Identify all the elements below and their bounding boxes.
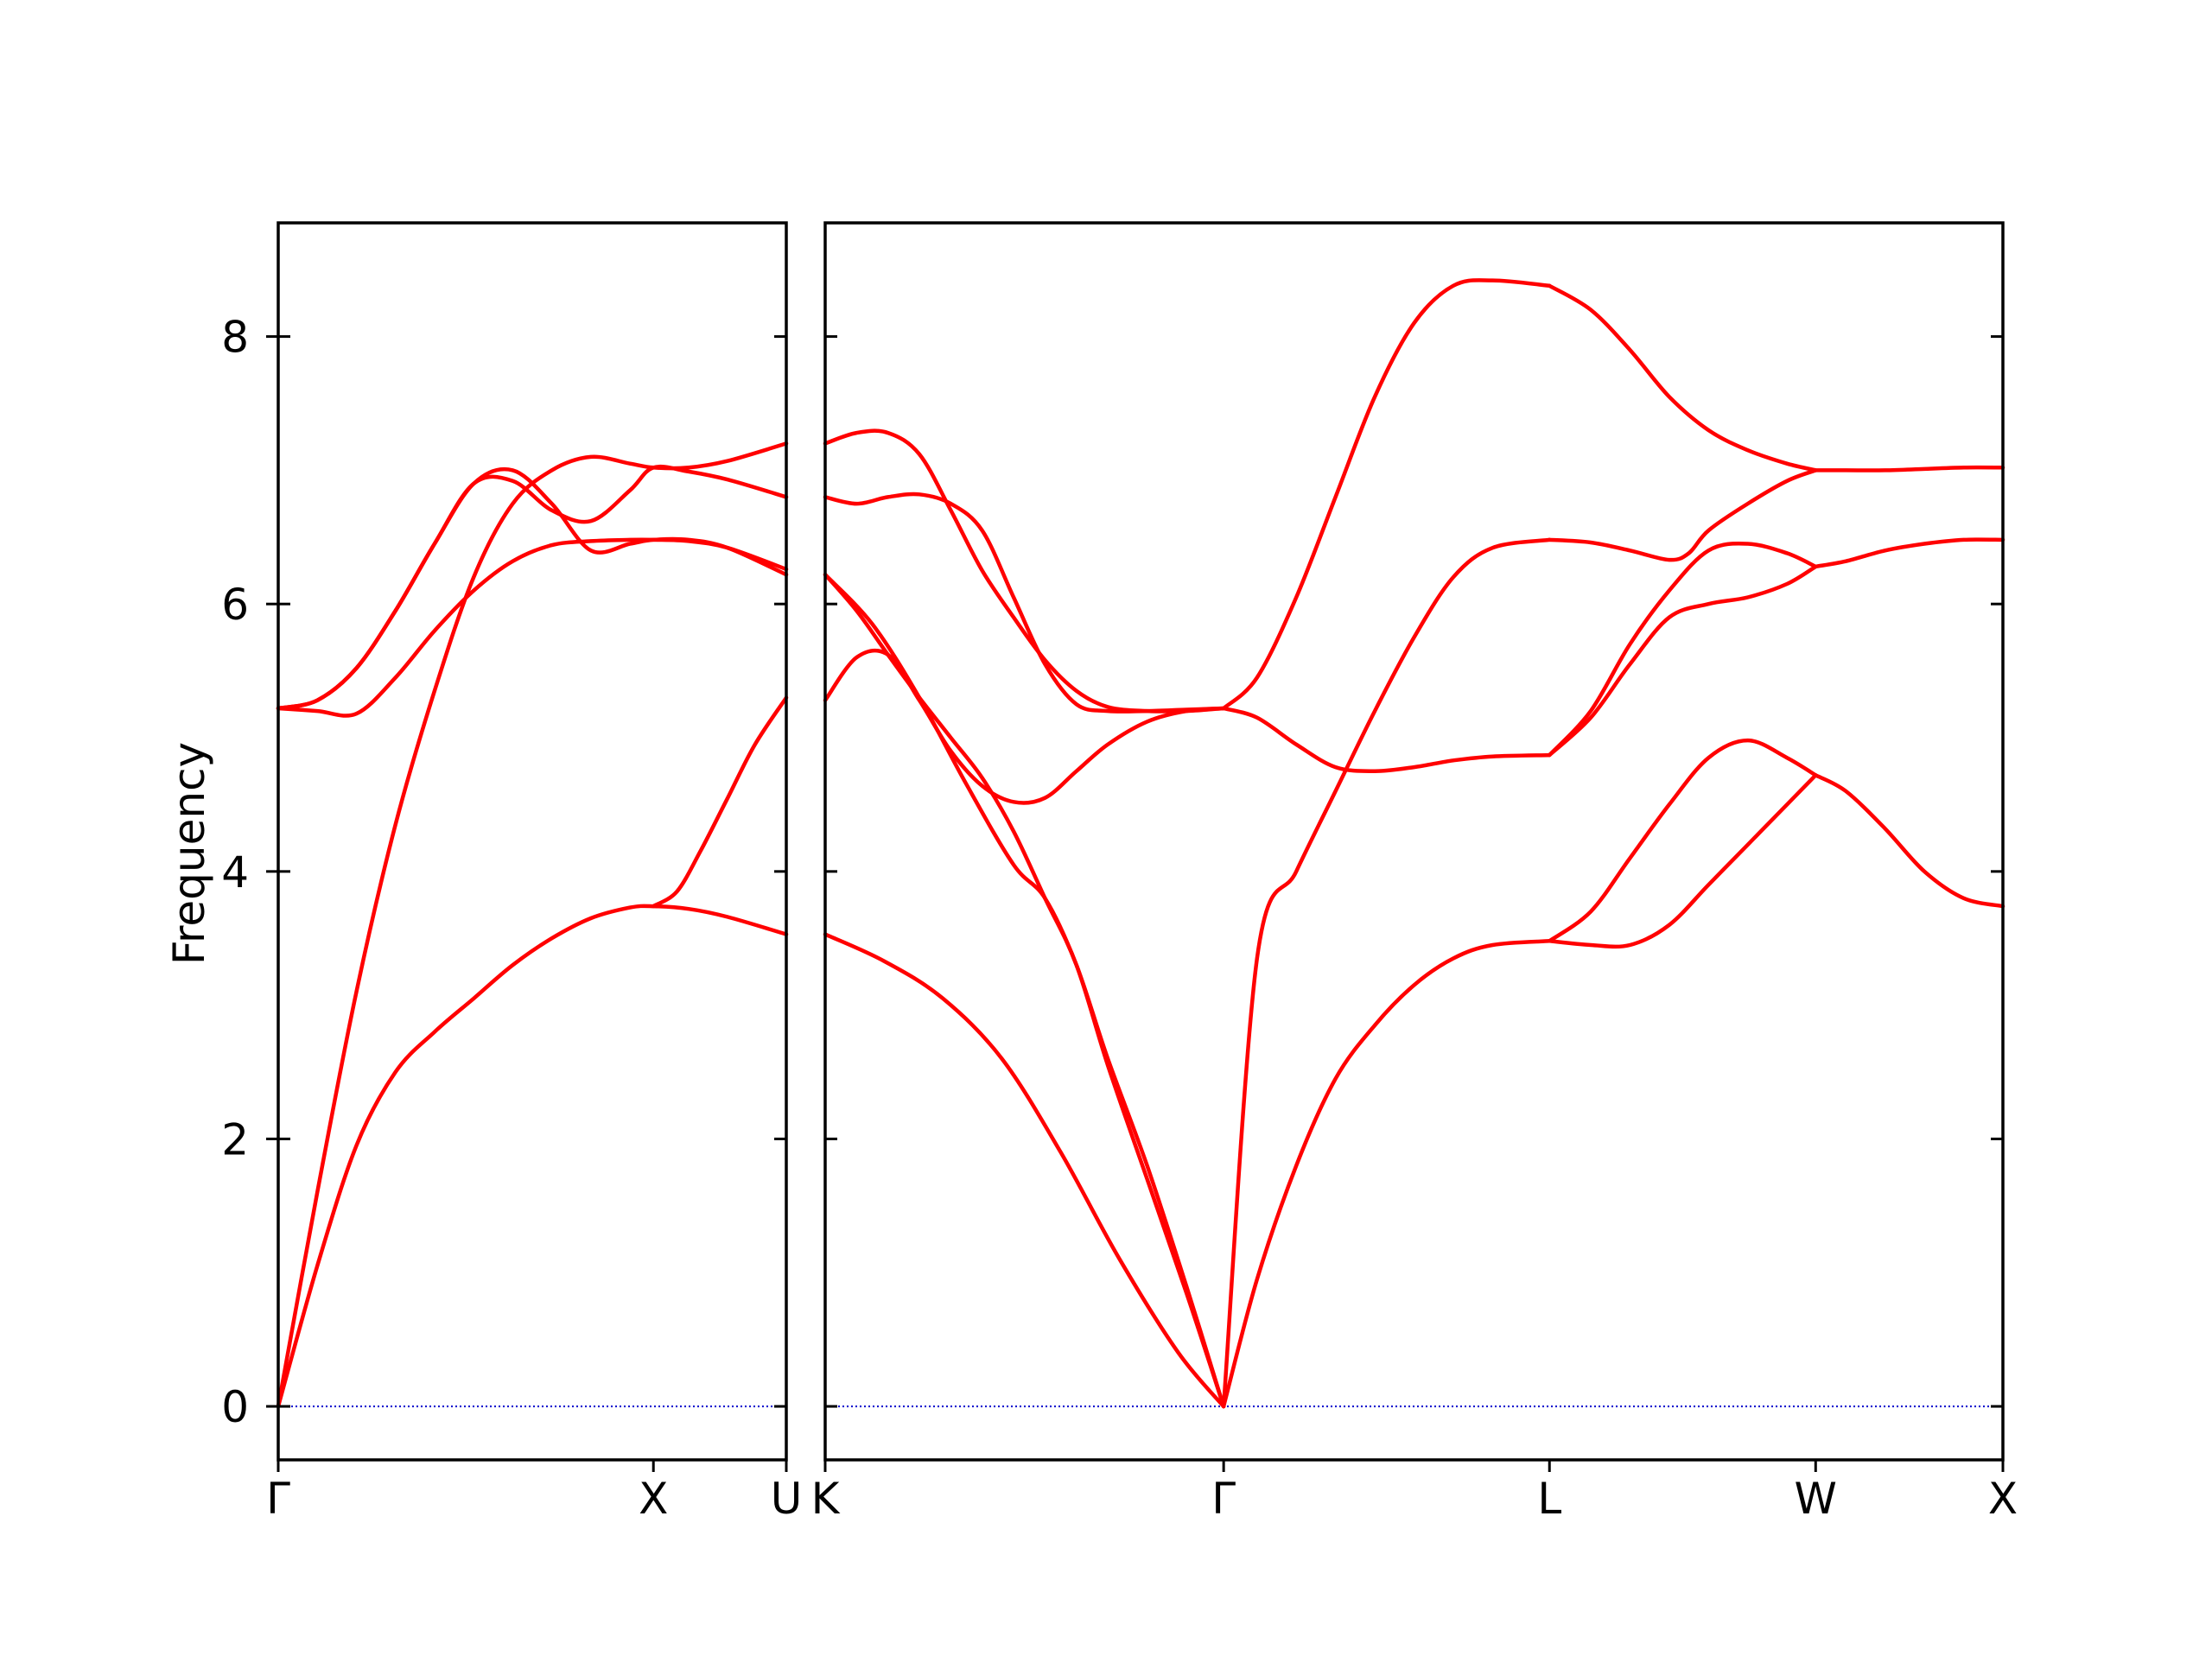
band-line-2-10 [1221,278,1552,711]
band-line-2-11 [1547,283,1818,473]
band-line-2-18 [1814,537,2005,569]
band-line-2-6 [823,428,1226,714]
band-line-2-14 [1547,564,1818,758]
band-line-1-1 [276,904,789,1409]
band-line-2-17 [1814,465,2005,473]
band-line-2-4 [823,648,1226,805]
band-line-2-1 [823,932,1226,1409]
x-tick-label: Γ [1211,1474,1236,1524]
x-tick-label: K [811,1474,841,1524]
band-line-2-13 [1547,541,1818,758]
band-line-1-5 [276,466,789,711]
band-line-2-12 [1547,468,1818,562]
band-line-2-7 [1221,537,1552,1409]
band-line-2-19 [1814,773,2005,909]
band-line-2-16 [1547,773,1818,949]
x-tick-label: Γ [266,1474,290,1524]
y-tick-label: 4 [221,847,249,898]
x-tick-label: U [771,1474,803,1524]
band-line-2-9 [1221,706,1552,773]
x-tick-label: W [1795,1474,1837,1524]
y-tick-label: 8 [221,313,249,363]
band-line-1-6 [651,695,789,909]
y-tick-label: 2 [221,1114,249,1164]
y-tick-label: 6 [221,580,249,630]
band-line-2-8 [1221,939,1552,1409]
band-line-2-15 [1547,738,1818,943]
x-tick-label: L [1537,1474,1561,1524]
x-tick-label: X [1988,1474,2018,1524]
y-tick-label: 0 [221,1382,249,1432]
x-tick-label: X [639,1474,668,1524]
axes-frame [823,221,2005,1462]
axes-frame [276,221,788,1462]
y-axis-label: Frequency [164,742,214,965]
